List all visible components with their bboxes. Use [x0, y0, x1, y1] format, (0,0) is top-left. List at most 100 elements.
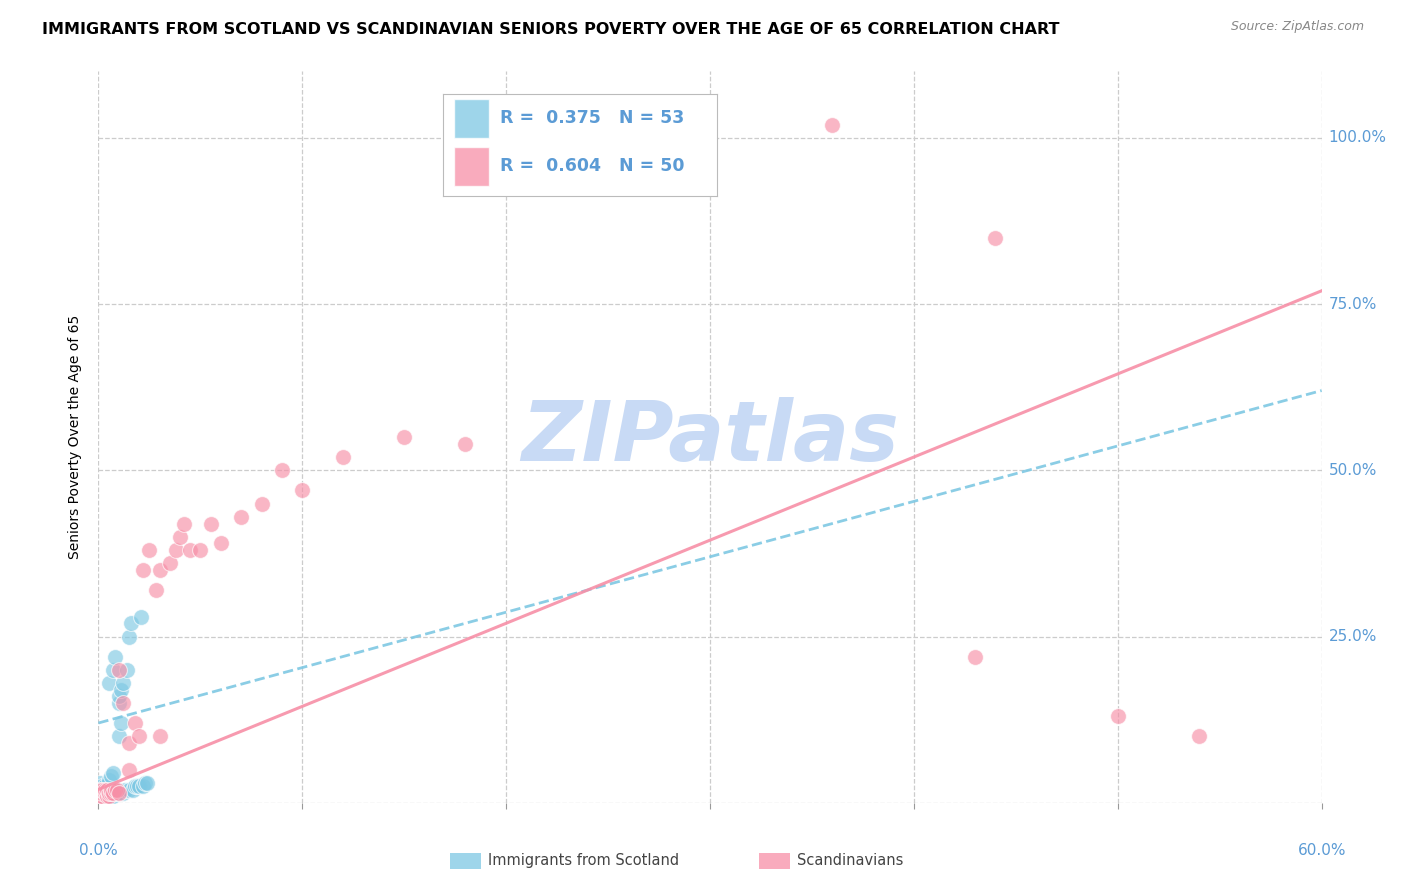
- Point: [101, 789, 124, 804]
- Point: [104, 649, 127, 664]
- Point: [91, 786, 114, 800]
- Point: [114, 782, 136, 797]
- Point: [111, 696, 134, 710]
- Text: 100.0%: 100.0%: [1329, 130, 1386, 145]
- Point: [1188, 729, 1211, 743]
- Point: [200, 516, 222, 531]
- Point: [129, 609, 152, 624]
- Point: [91, 782, 114, 797]
- Point: [128, 779, 150, 793]
- Point: [89, 792, 111, 806]
- Point: [122, 782, 145, 797]
- Text: R =  0.604   N = 50: R = 0.604 N = 50: [501, 158, 685, 176]
- Text: 50.0%: 50.0%: [1329, 463, 1376, 478]
- Point: [291, 483, 314, 498]
- Point: [89, 779, 111, 793]
- Point: [179, 543, 201, 558]
- Point: [138, 543, 160, 558]
- Point: [104, 782, 127, 797]
- Point: [118, 736, 141, 750]
- Point: [965, 649, 987, 664]
- Point: [165, 543, 187, 558]
- Point: [120, 616, 142, 631]
- Text: Immigrants from Scotland: Immigrants from Scotland: [488, 854, 679, 868]
- Text: 75.0%: 75.0%: [1329, 297, 1376, 311]
- Text: R =  0.375   N = 53: R = 0.375 N = 53: [501, 110, 685, 128]
- Point: [145, 582, 167, 597]
- Text: 0.0%: 0.0%: [79, 843, 118, 858]
- Point: [89, 782, 111, 797]
- Point: [118, 782, 141, 797]
- Point: [101, 786, 124, 800]
- Point: [91, 779, 114, 793]
- Point: [159, 557, 181, 571]
- Point: [105, 782, 128, 797]
- Bar: [454, 99, 489, 137]
- Point: [97, 786, 120, 800]
- Point: [89, 792, 111, 806]
- Point: [96, 782, 118, 797]
- Point: [93, 789, 115, 804]
- Text: Scandinavians: Scandinavians: [797, 854, 904, 868]
- Point: [91, 786, 114, 800]
- Text: 25.0%: 25.0%: [1329, 629, 1376, 644]
- Point: [108, 663, 131, 677]
- Point: [100, 786, 122, 800]
- Point: [100, 782, 122, 797]
- Point: [89, 789, 111, 804]
- Text: 60.0%: 60.0%: [1298, 843, 1346, 858]
- Point: [89, 786, 111, 800]
- Point: [96, 789, 118, 804]
- Point: [188, 543, 212, 558]
- Bar: [454, 147, 489, 186]
- Point: [127, 779, 149, 793]
- Text: Source: ZipAtlas.com: Source: ZipAtlas.com: [1230, 20, 1364, 33]
- Text: ZIPatlas: ZIPatlas: [522, 397, 898, 477]
- Point: [118, 763, 141, 777]
- Point: [91, 789, 114, 804]
- Point: [89, 782, 111, 797]
- Point: [110, 716, 132, 731]
- Point: [108, 786, 131, 800]
- Point: [93, 786, 115, 800]
- Point: [392, 430, 416, 444]
- Point: [136, 776, 159, 790]
- Point: [91, 790, 114, 805]
- Point: [110, 682, 132, 697]
- Point: [108, 729, 131, 743]
- Point: [332, 450, 354, 464]
- Point: [134, 776, 156, 790]
- Point: [209, 536, 232, 550]
- Point: [111, 676, 134, 690]
- Point: [97, 789, 120, 804]
- Point: [89, 786, 111, 800]
- Point: [96, 789, 118, 804]
- Y-axis label: Seniors Poverty Over the Age of 65: Seniors Poverty Over the Age of 65: [69, 315, 83, 559]
- Point: [149, 729, 172, 743]
- Point: [89, 789, 111, 804]
- Point: [105, 786, 128, 800]
- Point: [100, 786, 122, 800]
- Point: [100, 789, 122, 804]
- Point: [97, 786, 120, 800]
- Point: [97, 676, 120, 690]
- Point: [93, 786, 115, 800]
- Text: IMMIGRANTS FROM SCOTLAND VS SCANDINAVIAN SENIORS POVERTY OVER THE AGE OF 65 CORR: IMMIGRANTS FROM SCOTLAND VS SCANDINAVIAN…: [42, 22, 1060, 37]
- Point: [91, 782, 114, 797]
- Point: [118, 630, 141, 644]
- Point: [108, 696, 131, 710]
- Point: [89, 792, 111, 806]
- Point: [454, 436, 477, 450]
- Point: [169, 530, 191, 544]
- Point: [132, 563, 155, 577]
- Point: [101, 765, 124, 780]
- Point: [270, 463, 294, 477]
- Point: [108, 782, 131, 797]
- Point: [96, 786, 118, 800]
- Point: [108, 690, 131, 704]
- Point: [128, 729, 150, 743]
- Point: [96, 782, 118, 797]
- Point: [250, 497, 273, 511]
- Point: [111, 786, 134, 800]
- Point: [89, 776, 111, 790]
